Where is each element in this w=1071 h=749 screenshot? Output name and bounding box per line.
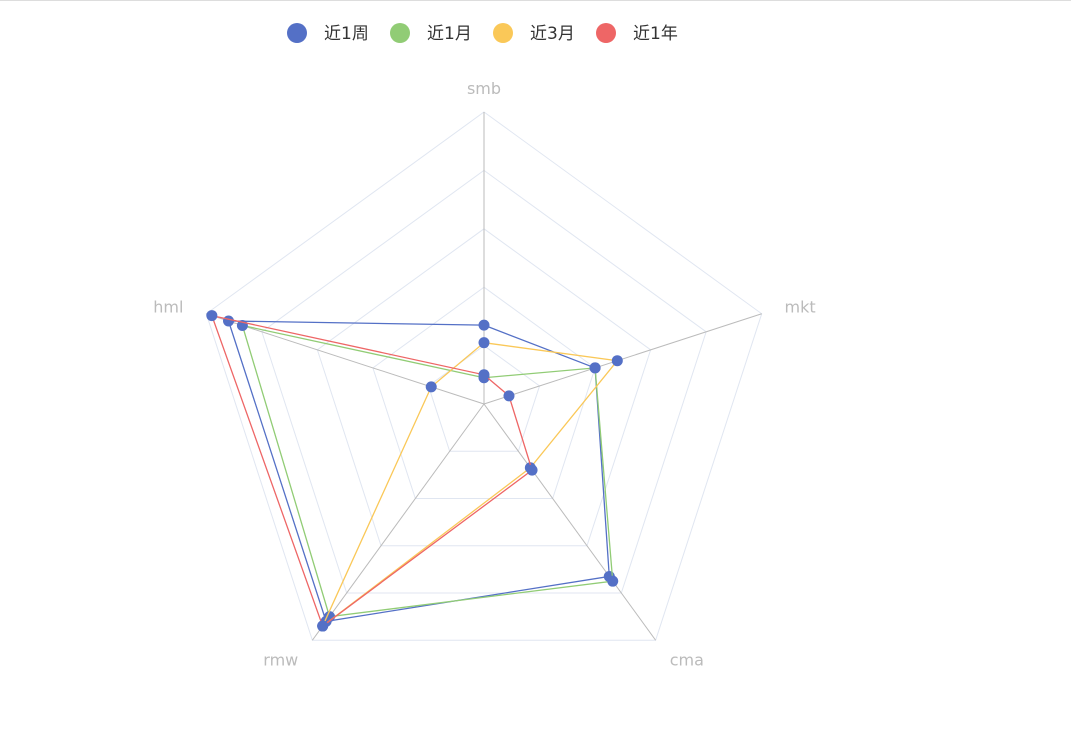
grid-ring xyxy=(427,344,541,452)
legend-item-0[interactable]: 近1周 xyxy=(287,23,369,44)
legend-label: 近3月 xyxy=(530,24,575,44)
data-point-smb[interactable] xyxy=(478,319,490,331)
radar-series xyxy=(206,310,623,632)
legend-item-2[interactable]: 近3月 xyxy=(493,23,575,44)
axis-label-rmw: rmw xyxy=(263,651,298,670)
data-point-mkt[interactable] xyxy=(611,355,623,367)
data-point-hml[interactable] xyxy=(206,310,218,322)
data-point-smb[interactable] xyxy=(478,369,490,381)
data-point-rmw[interactable] xyxy=(317,620,329,632)
legend-label: 近1周 xyxy=(324,24,369,44)
series-2 xyxy=(317,337,623,632)
axis-line-cma xyxy=(483,403,657,641)
grid-ring xyxy=(316,228,652,547)
legend-swatch xyxy=(493,23,513,43)
data-point-cma[interactable] xyxy=(607,575,619,587)
axis-label-cma: cma xyxy=(670,651,704,670)
data-point-hml[interactable] xyxy=(425,381,437,393)
grid-ring xyxy=(261,169,707,594)
series-3 xyxy=(206,310,538,632)
axis-line-mkt xyxy=(483,313,762,405)
legend-swatch xyxy=(596,23,616,43)
legend-label: 近1年 xyxy=(633,24,678,44)
data-point-smb[interactable] xyxy=(478,337,490,349)
data-point-mkt[interactable] xyxy=(589,362,601,374)
legend-item-1[interactable]: 近1月 xyxy=(390,23,472,44)
data-point-hml[interactable] xyxy=(223,315,235,327)
series-1 xyxy=(236,319,619,623)
radar-axes xyxy=(206,112,762,641)
legend-swatch xyxy=(287,23,307,43)
axis-label-mkt: mkt xyxy=(785,297,816,316)
series-line xyxy=(241,324,614,618)
data-point-mkt[interactable] xyxy=(503,390,515,402)
series-line xyxy=(322,341,619,627)
legend-label: 近1月 xyxy=(427,24,472,44)
legend[interactable]: 近1周 近1月 近3月 近1年 xyxy=(287,23,678,44)
axis-line-rmw xyxy=(311,403,485,641)
series-0 xyxy=(223,315,615,627)
legend-swatch xyxy=(390,23,410,43)
top-divider xyxy=(0,0,1071,1)
radar-axis-labels: smb mkt cma rmw hml xyxy=(153,79,815,670)
grid-ring xyxy=(205,111,763,641)
data-point-cma[interactable] xyxy=(526,464,538,476)
axis-label-hml: hml xyxy=(153,297,183,316)
axis-label-smb: smb xyxy=(467,79,501,98)
axis-line-hml xyxy=(206,313,485,405)
legend-item-3[interactable]: 近1年 xyxy=(596,23,678,44)
